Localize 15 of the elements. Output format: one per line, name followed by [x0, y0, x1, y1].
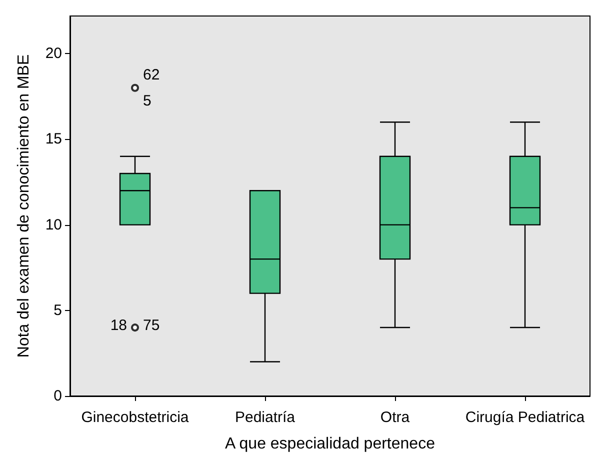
y-tick-label: 5	[54, 302, 62, 319]
y-tick-label: 10	[45, 216, 62, 234]
annotation: 5	[143, 92, 152, 110]
annotation: 75	[143, 317, 160, 334]
x-tick-label: Cirugía Pediatrica	[465, 409, 586, 426]
y-tick-label: 20	[45, 45, 62, 62]
x-axis-title: A que especialidad pertenece	[225, 436, 436, 452]
x-tick-label: Otra	[380, 409, 410, 426]
x-tick-label: Pediatría	[234, 409, 296, 426]
annotation: 18	[110, 317, 127, 334]
y-tick-label: 0	[54, 388, 62, 404]
annotation: 62	[143, 66, 160, 84]
y-axis-title: Nota del examen de conocimiento en MBE	[16, 54, 32, 358]
y-tick-label: 15	[45, 130, 62, 148]
x-tick-label: Ginecobstetricia	[81, 409, 190, 426]
